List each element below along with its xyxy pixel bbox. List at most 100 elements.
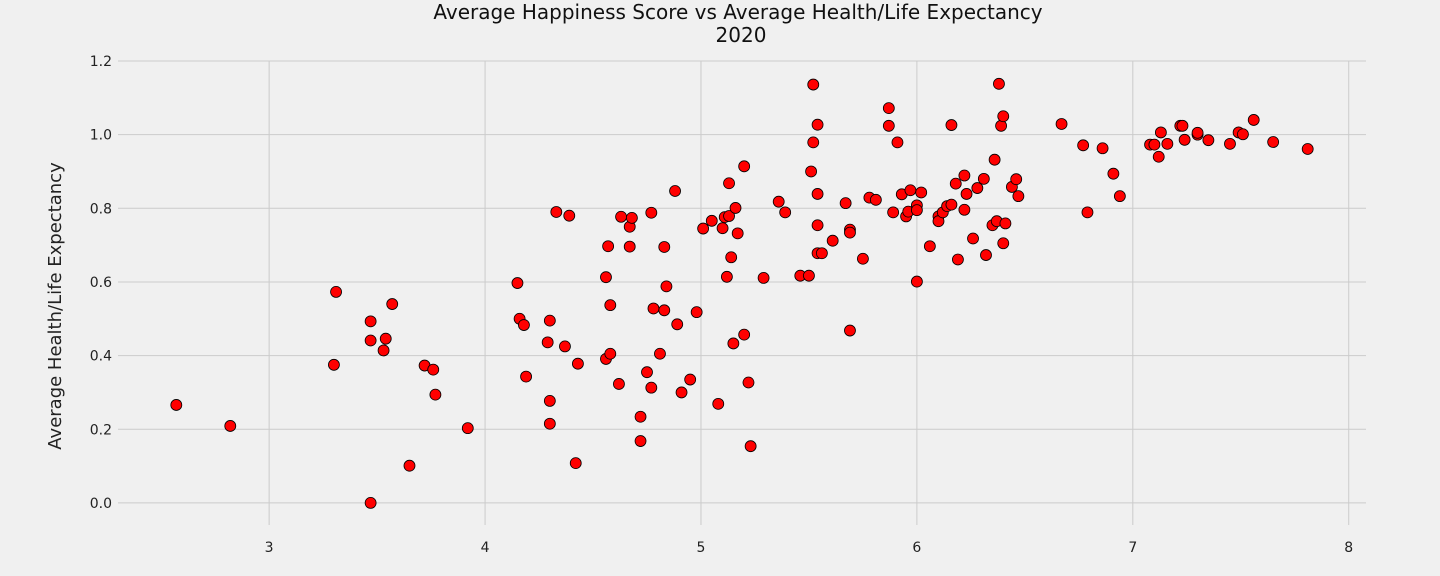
data-point bbox=[803, 269, 815, 282]
data-point bbox=[723, 177, 735, 190]
data-point bbox=[697, 222, 710, 235]
data-point bbox=[967, 232, 979, 245]
data-point bbox=[1148, 138, 1161, 151]
data-point bbox=[757, 272, 770, 284]
data-point bbox=[543, 394, 556, 407]
x-tick-label: 5 bbox=[697, 540, 706, 556]
y-tick-label: 0.4 bbox=[90, 349, 112, 365]
y-tick-label: 0.2 bbox=[90, 422, 112, 438]
y-axis-label: Average Health/Life Expectancy bbox=[45, 162, 66, 450]
data-point bbox=[742, 376, 755, 389]
data-point bbox=[1081, 206, 1094, 219]
data-point bbox=[731, 227, 744, 240]
data-point bbox=[690, 306, 703, 319]
data-point bbox=[604, 347, 617, 360]
data-point bbox=[634, 410, 647, 423]
data-point bbox=[960, 188, 973, 200]
data-point bbox=[839, 197, 852, 210]
x-tick-label: 7 bbox=[1128, 540, 1137, 556]
data-point bbox=[945, 198, 958, 211]
data-point bbox=[511, 277, 524, 289]
data-point bbox=[891, 136, 904, 149]
data-point bbox=[807, 78, 820, 91]
data-point bbox=[1152, 150, 1165, 163]
grid-lines bbox=[118, 60, 1366, 525]
data-point bbox=[602, 240, 615, 253]
data-point bbox=[1176, 119, 1189, 132]
data-point bbox=[623, 240, 636, 253]
data-point bbox=[1191, 126, 1204, 139]
data-point bbox=[364, 497, 377, 509]
data-point bbox=[869, 193, 882, 206]
data-point bbox=[170, 399, 183, 411]
data-point bbox=[738, 328, 751, 341]
data-point bbox=[705, 214, 718, 227]
x-tick-label: 8 bbox=[1344, 540, 1353, 556]
data-point bbox=[949, 177, 962, 190]
data-point bbox=[403, 459, 416, 472]
data-point bbox=[645, 206, 658, 219]
data-point bbox=[971, 182, 984, 194]
data-point bbox=[541, 336, 554, 349]
data-point bbox=[543, 417, 556, 430]
data-point bbox=[952, 253, 964, 266]
tick-labels: 3 4 5 6 7 8 0.0 0.2 0.4 0.6 0.8 1.0 1.2 bbox=[90, 54, 1353, 556]
data-point bbox=[572, 357, 584, 370]
data-point bbox=[675, 386, 688, 399]
data-point bbox=[429, 388, 442, 401]
data-point bbox=[988, 153, 1001, 166]
data-point bbox=[641, 366, 653, 379]
data-point bbox=[1055, 118, 1068, 130]
data-point bbox=[744, 440, 757, 453]
data-point bbox=[1161, 137, 1174, 150]
data-point bbox=[563, 209, 576, 222]
data-point bbox=[1301, 143, 1314, 155]
data-point bbox=[224, 420, 237, 432]
data-point bbox=[857, 252, 869, 265]
data-point bbox=[559, 340, 571, 353]
x-tick-label: 6 bbox=[912, 540, 921, 556]
data-point bbox=[915, 186, 928, 199]
data-point bbox=[1237, 128, 1249, 141]
y-tick-label: 0.8 bbox=[90, 201, 112, 217]
data-point bbox=[887, 206, 900, 219]
data-point bbox=[1202, 134, 1215, 147]
data-point bbox=[807, 136, 820, 149]
y-tick-label: 0.6 bbox=[90, 275, 112, 291]
data-point bbox=[364, 315, 377, 328]
data-point bbox=[1107, 167, 1120, 180]
data-point bbox=[997, 237, 1010, 250]
y-tick-label: 1.0 bbox=[90, 128, 112, 144]
data-point bbox=[725, 251, 738, 264]
data-point bbox=[645, 381, 658, 394]
data-point bbox=[1154, 126, 1167, 139]
data-point bbox=[958, 169, 971, 182]
data-point bbox=[882, 119, 895, 132]
data-point bbox=[997, 110, 1010, 123]
data-point bbox=[811, 219, 824, 232]
data-point bbox=[720, 270, 733, 283]
data-point bbox=[727, 337, 740, 350]
data-point bbox=[945, 119, 958, 131]
data-point bbox=[684, 373, 697, 386]
data-point bbox=[1010, 173, 1023, 186]
data-point bbox=[330, 285, 342, 298]
y-tick-label: 1.2 bbox=[90, 54, 112, 70]
data-point bbox=[669, 185, 681, 197]
data-point bbox=[712, 397, 725, 410]
data-point bbox=[520, 370, 532, 383]
data-point bbox=[543, 314, 556, 327]
data-point bbox=[779, 206, 792, 219]
data-point bbox=[844, 324, 856, 337]
data-point bbox=[729, 202, 742, 214]
data-point bbox=[811, 188, 824, 200]
data-point bbox=[772, 195, 785, 208]
data-point bbox=[999, 217, 1012, 230]
data-point bbox=[811, 118, 824, 131]
data-point bbox=[716, 222, 729, 235]
data-point bbox=[1224, 137, 1236, 150]
data-point bbox=[427, 363, 440, 376]
data-point bbox=[647, 302, 660, 315]
x-tick-label: 3 bbox=[265, 540, 274, 556]
data-point bbox=[805, 165, 817, 178]
